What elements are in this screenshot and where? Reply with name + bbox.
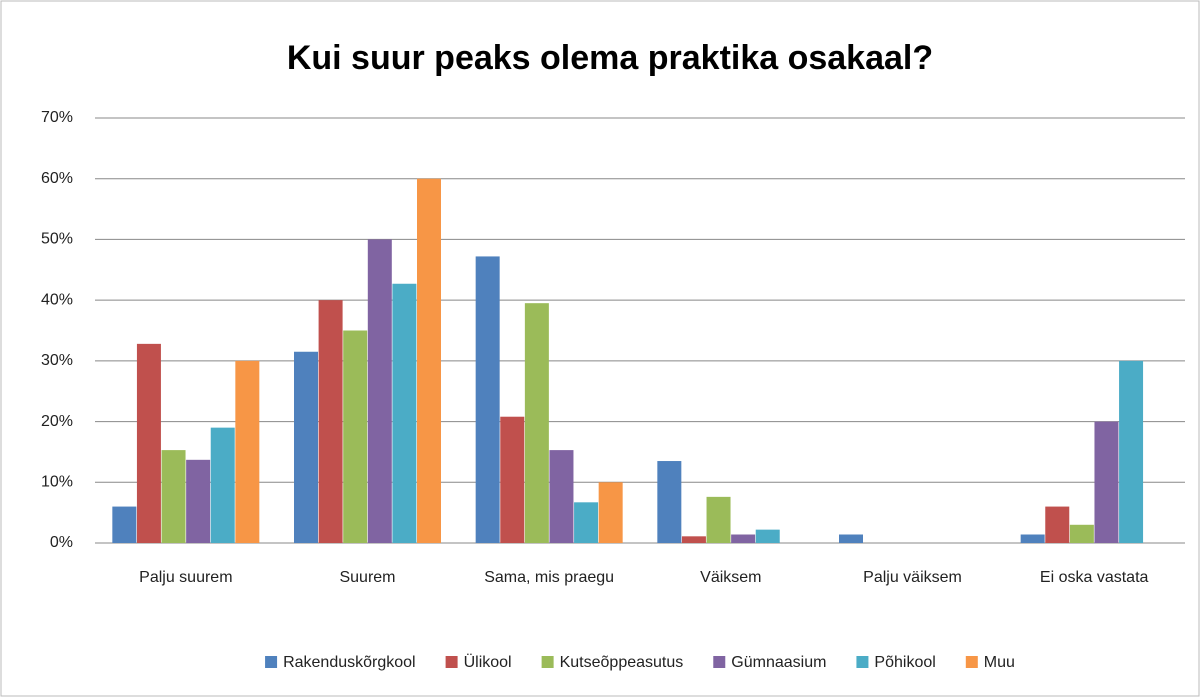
bar	[549, 450, 574, 543]
bar	[417, 178, 441, 543]
bar	[524, 303, 549, 543]
y-tick-label: 40%	[41, 291, 73, 308]
bar	[210, 427, 235, 543]
bar	[574, 502, 599, 543]
legend-label: Kutseõppeasutus	[560, 654, 684, 671]
y-tick-label: 10%	[41, 474, 73, 491]
legend-label: Muu	[984, 654, 1015, 671]
legend-swatch	[965, 656, 978, 668]
bar	[598, 482, 623, 543]
x-tick-label: Ei oska vastata	[1040, 569, 1149, 586]
bar	[1069, 524, 1094, 543]
bar	[367, 239, 392, 543]
bar	[161, 450, 186, 543]
bar	[1119, 360, 1144, 543]
bar	[112, 506, 137, 543]
x-tick-label: Väiksem	[700, 569, 761, 586]
x-tick-label: Palju suurem	[139, 569, 232, 586]
bar	[392, 283, 417, 543]
bar	[755, 529, 780, 543]
x-tick-label: Palju väiksem	[863, 569, 962, 586]
y-tick-label: 0%	[50, 534, 73, 551]
bar	[681, 536, 706, 543]
y-tick-label: 70%	[41, 109, 73, 126]
bar	[294, 351, 318, 543]
bar	[235, 360, 260, 543]
bar	[1094, 421, 1119, 543]
legend-swatch	[856, 656, 869, 668]
y-tick-label: 20%	[41, 413, 73, 430]
chart-title: Kui suur peaks olema praktika osakaal?	[287, 39, 933, 77]
y-tick-label: 60%	[41, 170, 73, 187]
bar	[657, 461, 682, 543]
legend-label: Rakenduskõrgkool	[283, 654, 416, 671]
bar	[475, 256, 500, 543]
legend-label: Põhikool	[874, 654, 935, 671]
bar	[731, 534, 756, 543]
bar	[1020, 534, 1045, 543]
legend-swatch	[713, 656, 726, 668]
legend-label: Ülikool	[464, 653, 512, 671]
legend-swatch	[265, 656, 278, 668]
bar	[706, 496, 731, 543]
legend-swatch	[445, 656, 458, 668]
bar	[343, 330, 368, 543]
x-tick-label: Suurem	[339, 569, 395, 586]
bar	[318, 300, 343, 543]
bar	[839, 534, 863, 543]
legend-swatch	[541, 656, 554, 668]
y-tick-label: 50%	[41, 231, 73, 248]
bar	[136, 343, 161, 543]
x-tick-label: Sama, mis praegu	[484, 569, 614, 586]
bar	[186, 459, 211, 543]
y-tick-label: 30%	[41, 352, 73, 369]
legend-label: Gümnaasium	[731, 654, 826, 671]
bar	[500, 416, 525, 543]
bar	[1045, 506, 1070, 543]
